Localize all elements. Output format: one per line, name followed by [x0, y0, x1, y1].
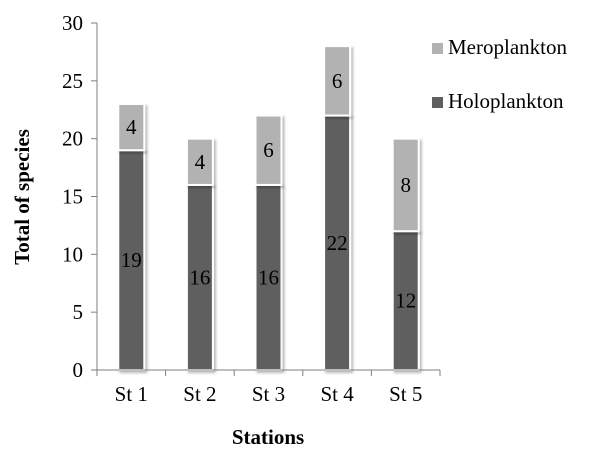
y-tick-label: 20	[62, 127, 83, 151]
bar-segment-meroplankton	[254, 114, 283, 186]
legend-swatch	[432, 97, 443, 108]
data-label: 22	[327, 231, 348, 255]
bars-group	[117, 45, 420, 371]
y-tick-label: 30	[62, 11, 83, 35]
legend: Meroplankton Holoplankton	[432, 35, 567, 113]
data-label: 4	[126, 115, 137, 139]
x-tick-label: St 4	[320, 382, 354, 406]
y-tick-label: 0	[73, 358, 84, 382]
y-tick-label: 25	[62, 69, 83, 93]
data-label: 4	[195, 150, 206, 174]
x-axis-ticks: St 1 St 2 St 3 St 4 St 5	[96, 370, 441, 406]
bar-segment-meroplankton	[391, 137, 420, 233]
data-labels: 19 4 16 4 16 6 22 6 12 8	[121, 69, 416, 313]
data-label: 6	[332, 69, 343, 93]
bar-segment-meroplankton	[117, 102, 146, 152]
x-tick-label: St 3	[252, 382, 285, 406]
y-axis-title: Total of species	[10, 129, 34, 265]
bar-segment-meroplankton	[185, 137, 214, 186]
data-label: 6	[263, 138, 274, 162]
bar-segment-holoplankton	[254, 183, 283, 371]
y-axis-ticks: 0 5 10 15 20 25 30	[62, 11, 97, 382]
x-tick-label: St 1	[115, 382, 148, 406]
x-tick-label: St 5	[389, 382, 422, 406]
data-label: 16	[189, 265, 210, 289]
bar-segment-holoplankton	[185, 183, 214, 371]
data-label: 12	[395, 289, 416, 313]
x-tick-label: St 2	[183, 382, 216, 406]
legend-swatch	[432, 43, 443, 54]
x-axis-title: Stations	[232, 425, 304, 449]
data-label: 8	[400, 173, 411, 197]
data-label: 19	[121, 248, 142, 272]
legend-label: Holoplankton	[448, 89, 564, 113]
y-tick-label: 10	[62, 242, 83, 266]
data-label: 16	[258, 265, 279, 289]
legend-label: Meroplankton	[448, 35, 567, 59]
y-tick-label: 5	[73, 300, 84, 324]
y-tick-label: 15	[62, 185, 83, 209]
bar-segment-meroplankton	[323, 45, 352, 117]
